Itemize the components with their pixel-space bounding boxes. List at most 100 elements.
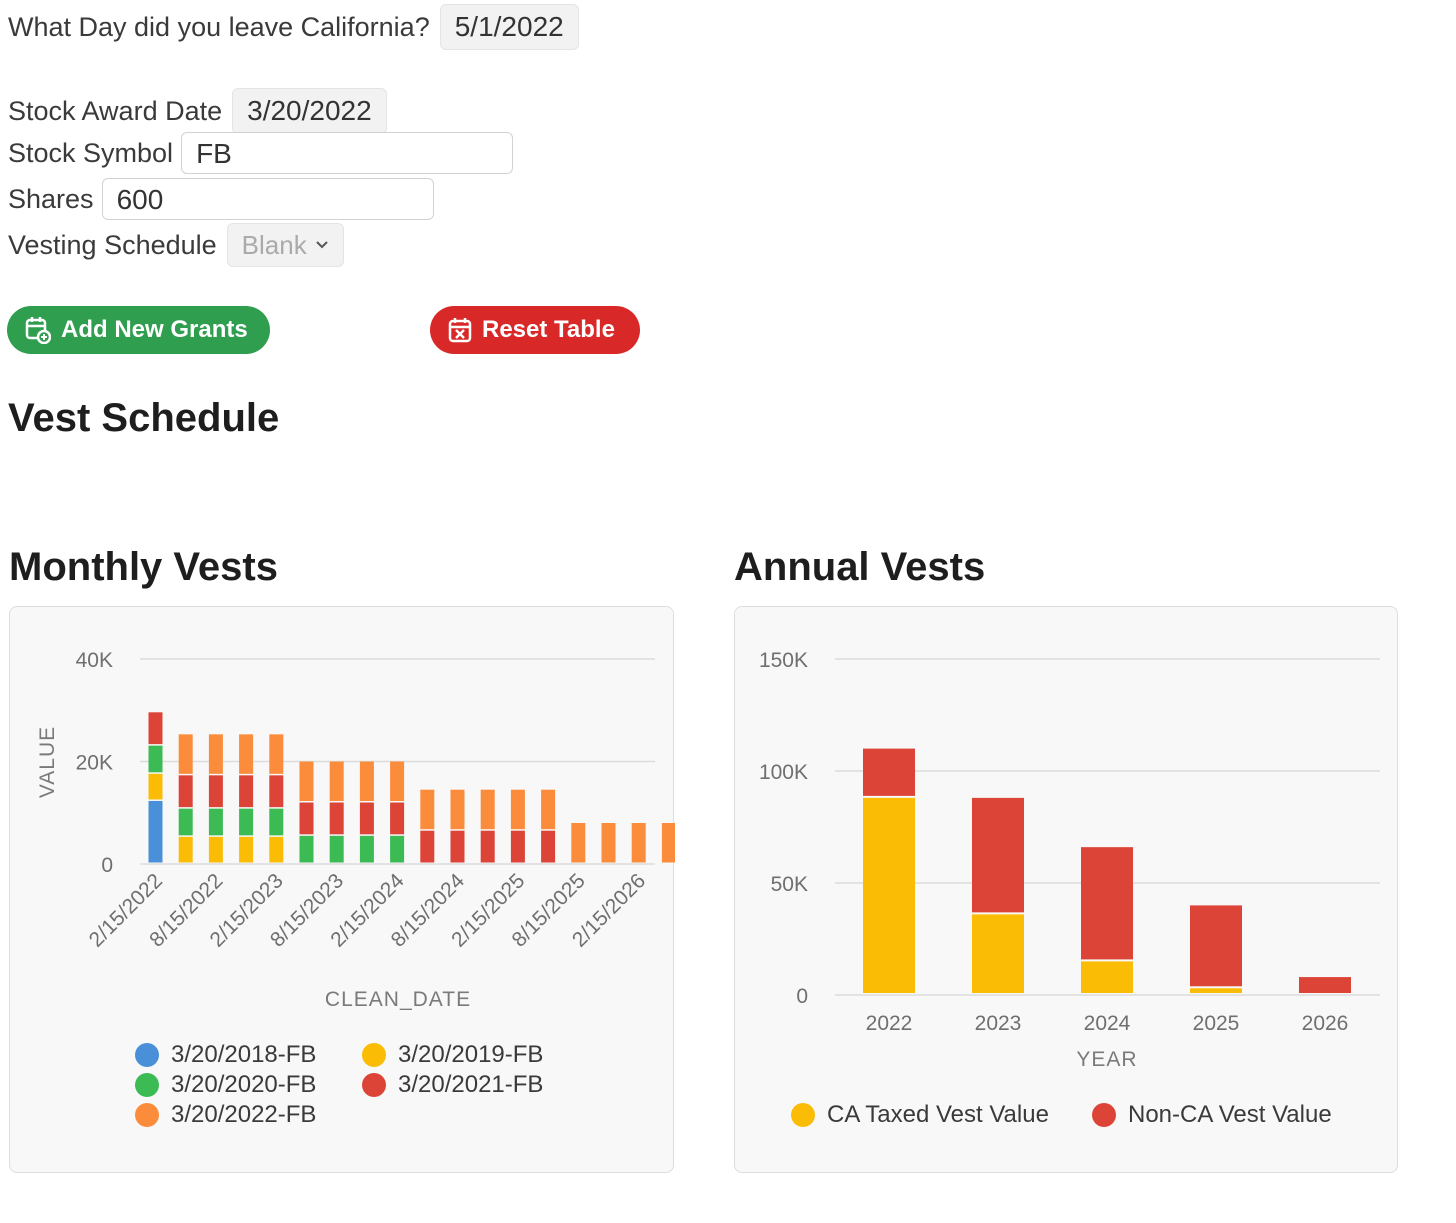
bar-segment [269,836,284,863]
bar-segment [631,823,646,863]
bar-segment [148,800,163,863]
legend-item[interactable]: 3/20/2018-FB [135,1041,316,1069]
symbol-row: Stock Symbol FB [8,132,514,174]
shares-label: Shares [8,183,94,214]
vesting-select[interactable]: Blank [226,223,344,267]
award-date-input[interactable]: 3/20/2022 [232,88,387,134]
bar-segment [571,823,586,863]
bar-segment [359,802,374,835]
legend-dot-icon [135,1073,159,1097]
bar-segment [1081,847,1133,960]
legend-label: 3/20/2021-FB [398,1071,544,1098]
add-new-grants-button[interactable]: Add New Grants [7,306,270,354]
leave-date-row: What Day did you leave California? 5/1/2… [8,4,579,50]
bar-segment [972,797,1024,913]
reset-table-button[interactable]: Reset Table [430,306,640,354]
bar-segment [269,734,284,774]
y-tick-label: 0 [796,985,808,1008]
legend-item[interactable]: 3/20/2019-FB [362,1041,543,1069]
vesting-select-value: Blank [241,230,307,260]
calendar-x-icon [448,318,472,343]
legend-dot-icon [1092,1103,1116,1127]
bar-segment [239,734,254,774]
bar-segment [239,836,254,863]
bar-segment [863,748,915,796]
bar-segment [601,823,616,863]
bar-segment [208,734,223,774]
legend-dot-icon [362,1043,386,1067]
bar-segment [148,745,163,773]
bar-segment [269,808,284,836]
bar-segment [178,775,193,808]
legend-item[interactable]: CA Taxed Vest Value [791,1101,1049,1129]
bar-segment [299,761,314,801]
legend-dot-icon [362,1073,386,1097]
y-tick-label: 20K [76,752,113,775]
legend-item[interactable]: 3/20/2020-FB [135,1071,316,1099]
x-axis-label: YEAR [1076,1048,1137,1071]
calendar-add-icon [25,317,51,344]
bar-segment [972,914,1024,993]
bar-segment [450,830,465,863]
add-new-grants-label: Add New Grants [61,316,248,343]
award-date-label: Stock Award Date [8,95,223,126]
bar-segment [390,761,405,801]
legend-dot-icon [135,1103,159,1127]
bar-segment [329,761,344,801]
annual-vests-heading: Annual Vests [734,545,986,589]
bar-segment [239,775,254,808]
bar-segment [329,802,344,835]
bar-segment [420,789,435,830]
bar-segment [208,775,223,808]
monthly-vests-heading: Monthly Vests [9,545,278,589]
bar-segment [661,823,675,863]
bar-segment [208,836,223,863]
x-tick-label: 2022 [866,1012,913,1035]
leave-date-input[interactable]: 5/1/2022 [439,4,579,50]
bar-segment [148,773,163,800]
monthly-vests-chart-panel: 0 20K 40K VALUE 2/15/2022 8/15/2022 2/15/2023 8… [9,606,675,1173]
legend-dot-icon [135,1043,159,1067]
vesting-row: Vesting Schedule Blank [8,223,344,267]
y-tick-label: 0 [101,854,113,877]
legend-item[interactable]: 3/20/2021-FB [362,1071,543,1099]
x-axis-label: CLEAN_DATE [325,988,471,1011]
symbol-label: Stock Symbol [8,137,174,168]
bar-segment [178,836,193,863]
bar-segment [450,789,465,830]
shares-row: Shares 600 [8,178,434,220]
leave-date-label: What Day did you leave California? [8,11,430,42]
bar-segment [863,797,915,993]
y-tick-label: 50K [771,873,808,896]
bar-segment [1081,961,1133,993]
y-tick-label: 150K [759,649,808,672]
bar-segment [239,808,254,836]
reset-table-label: Reset Table [482,316,615,343]
legend-dot-icon [791,1103,815,1127]
bar-segment [178,808,193,836]
y-tick-label: 100K [759,761,808,784]
annual-vests-chart: 0 50K 100K 150K 2022 2023 2024 2025 2026 YEAR [759,649,1380,1071]
shares-input[interactable]: 600 [101,178,434,220]
bar-segment [390,835,405,863]
symbol-input[interactable]: FB [181,132,514,174]
bar-segment [510,830,525,863]
x-tick-label: 2023 [975,1012,1022,1035]
bar-segment [541,830,556,863]
bar-segment [541,789,556,830]
monthly-vests-chart: 020K40KVALUE2/15/20228/15/20222/15/20238… [36,649,675,1011]
bar-segment [269,775,284,808]
bar-segment [359,835,374,863]
award-date-row: Stock Award Date 3/20/2022 [8,88,387,134]
bar-segment [1190,988,1242,993]
legend-label: CA Taxed Vest Value [827,1101,1049,1128]
legend-label: 3/20/2022-FB [171,1101,317,1128]
vest-schedule-heading: Vest Schedule [8,396,280,440]
y-axis-label: VALUE [36,726,59,798]
bar-segment [208,808,223,836]
legend-item[interactable]: Non-CA Vest Value [1092,1101,1332,1129]
bar-segment [299,802,314,835]
bar-segment [480,830,495,863]
legend-item[interactable]: 3/20/2022-FB [135,1101,316,1129]
bar-segment [1299,977,1351,993]
